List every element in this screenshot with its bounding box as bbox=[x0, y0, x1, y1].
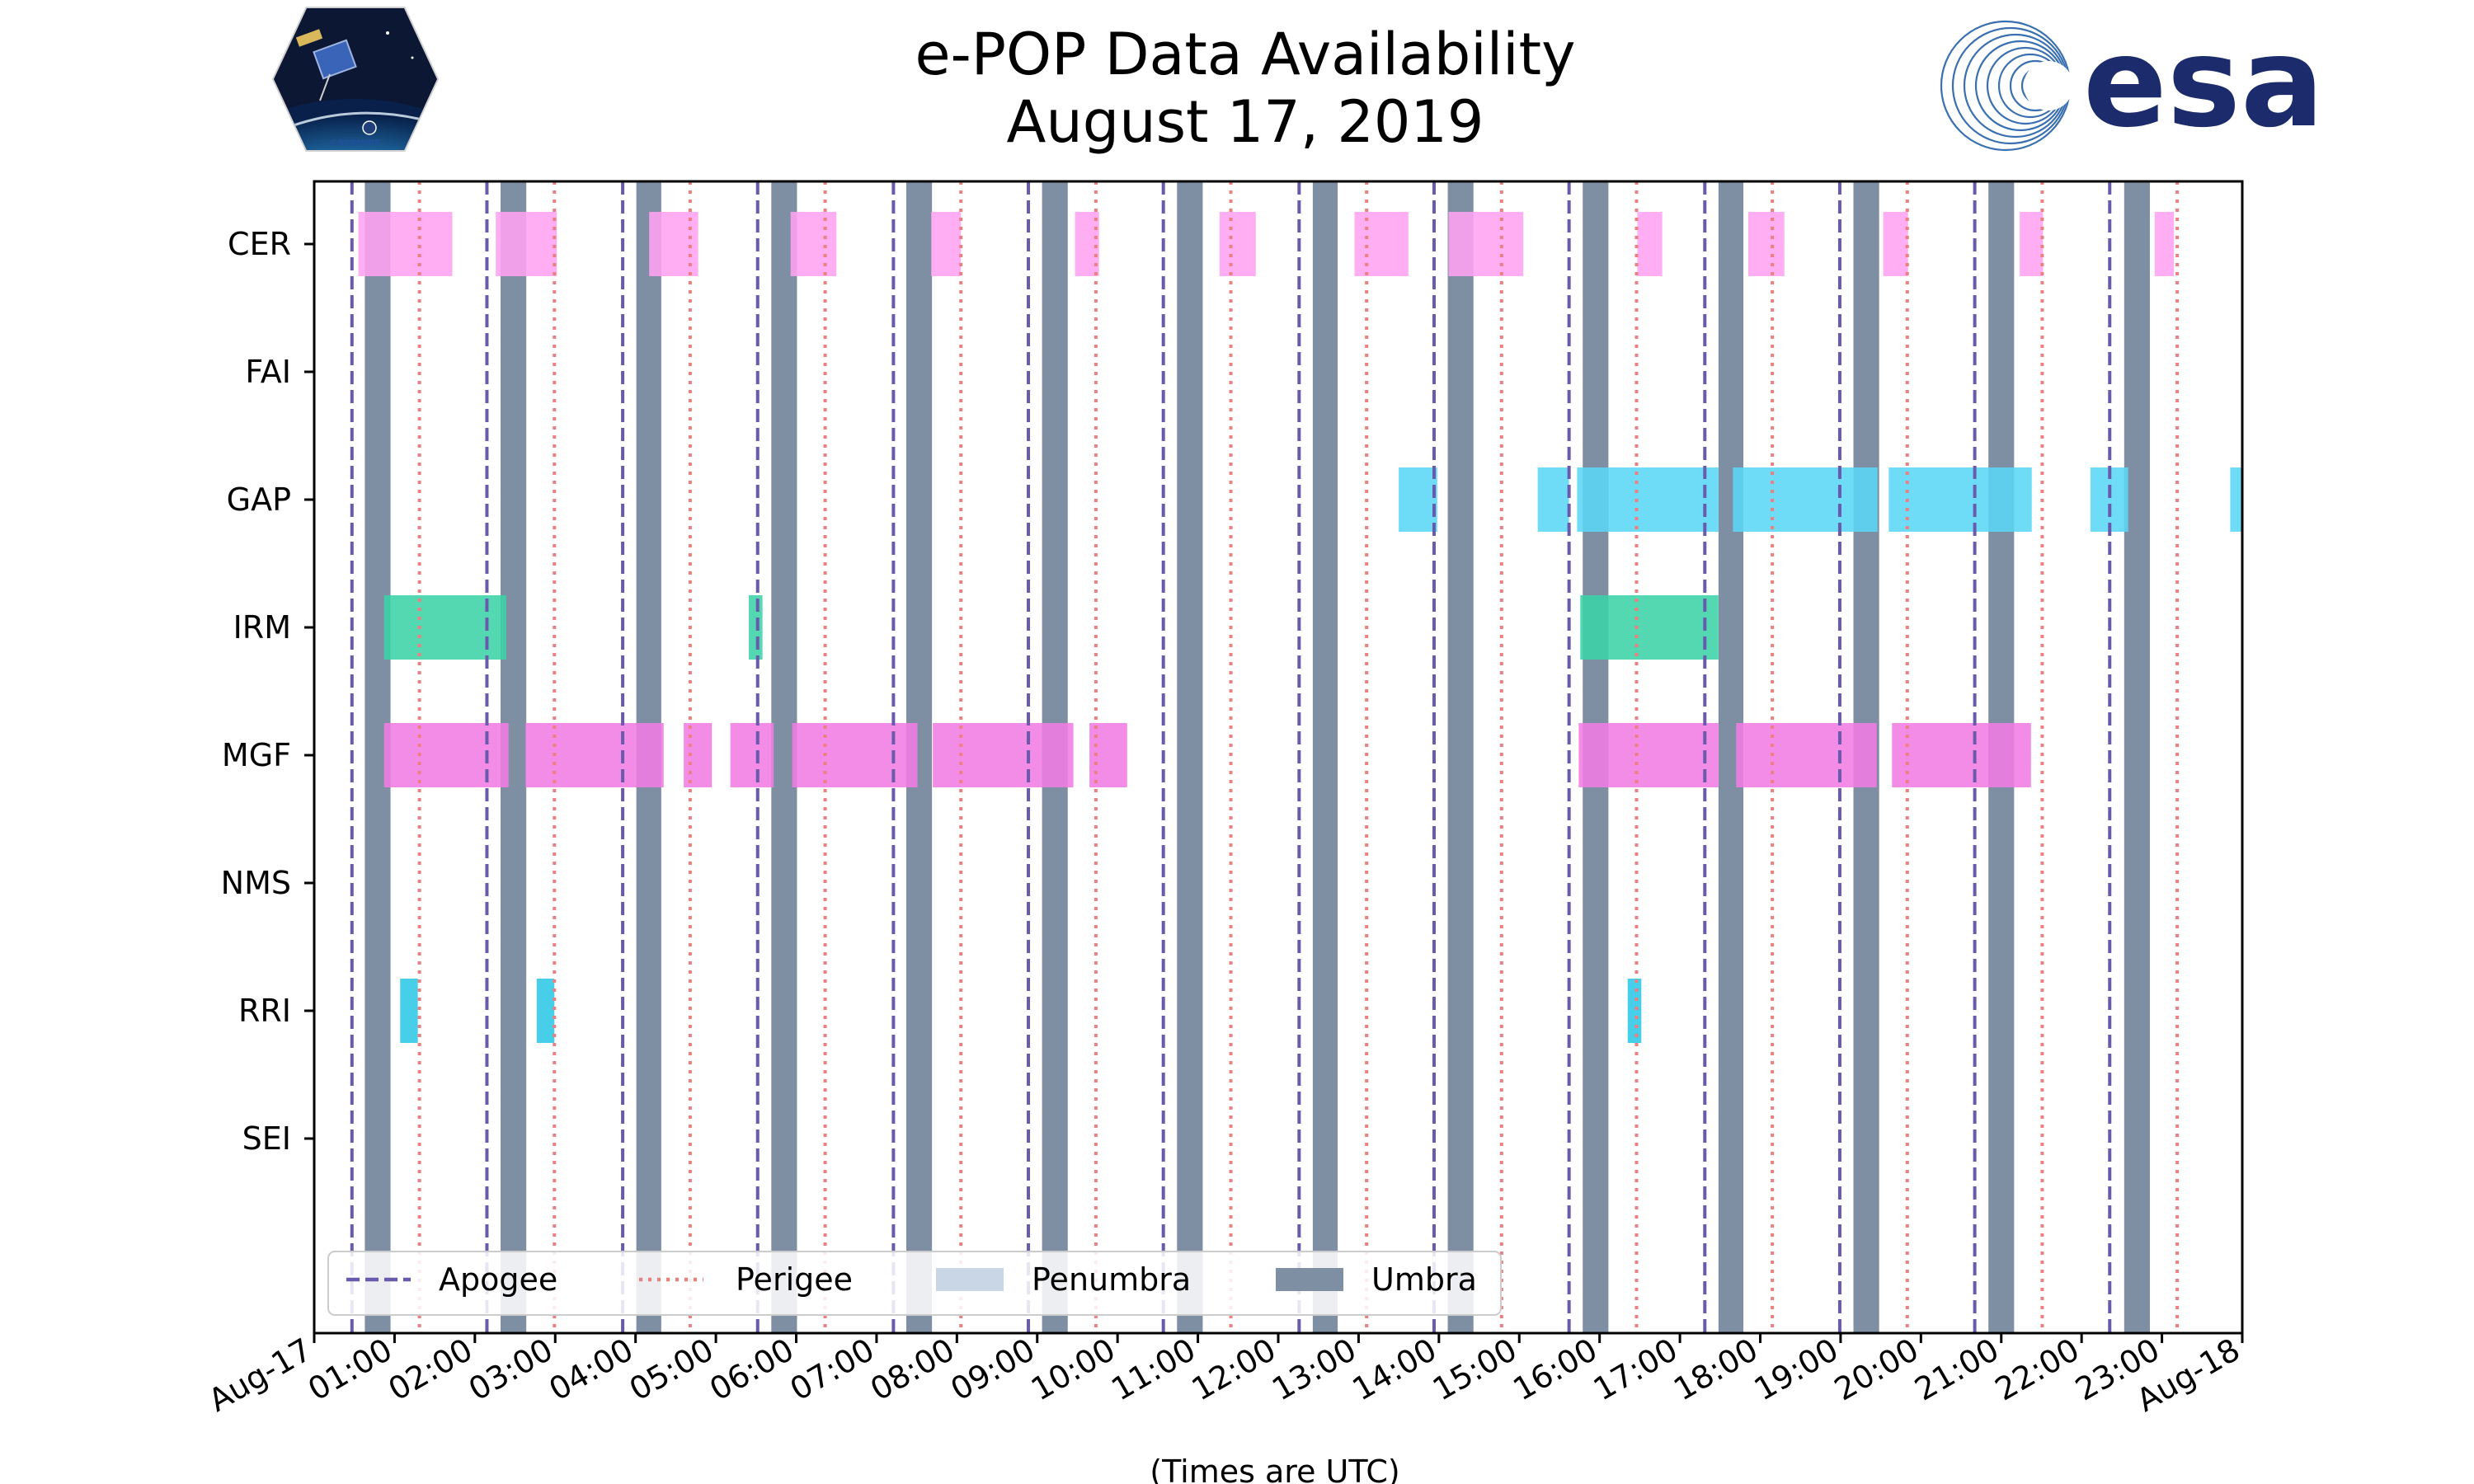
segment-cer bbox=[1637, 212, 1663, 276]
y-tick-label-rri: RRI bbox=[238, 993, 291, 1029]
segment-cer bbox=[790, 212, 837, 276]
segment-cer bbox=[358, 212, 453, 276]
umbra-band bbox=[1312, 181, 1338, 1333]
segment-mgf bbox=[730, 723, 774, 787]
segment-cer bbox=[1747, 212, 1785, 276]
segment-mgf bbox=[1892, 723, 2031, 787]
segment-mgf bbox=[383, 723, 509, 787]
esa-logo-text: esa bbox=[2083, 12, 2324, 155]
y-tick-label-sei: SEI bbox=[242, 1120, 291, 1157]
segment-gap bbox=[2230, 467, 2242, 532]
umbra-band bbox=[1177, 181, 1203, 1333]
y-tick-label-irm: IRM bbox=[233, 609, 291, 646]
legend: Apogee Perigee Penumbra Umbra bbox=[327, 1251, 1502, 1316]
legend-box bbox=[327, 1251, 1502, 1316]
umbra-band bbox=[1447, 181, 1474, 1333]
segment-cer bbox=[1219, 212, 1256, 276]
cassiope-logo-text: CASSIOPE bbox=[331, 138, 381, 148]
legend-penumbra-swatch bbox=[936, 1268, 1004, 1291]
umbra-band bbox=[2124, 181, 2150, 1333]
segment-cer bbox=[1354, 212, 1409, 276]
legend-umbra-swatch bbox=[1276, 1268, 1343, 1291]
y-tick-label-cer: CER bbox=[228, 226, 291, 262]
segment-cer bbox=[1448, 212, 1524, 276]
segment-mgf bbox=[1578, 723, 1719, 787]
segment-rri bbox=[400, 979, 418, 1043]
instrument-segments bbox=[358, 212, 2242, 1043]
segment-gap bbox=[1399, 467, 1437, 532]
y-tick-label-nms: NMS bbox=[221, 865, 291, 901]
segment-irm bbox=[749, 595, 763, 660]
esa-logo: esa bbox=[1940, 12, 2324, 155]
segment-cer bbox=[2020, 212, 2044, 276]
chart-title-line-2: August 17, 2019 bbox=[1007, 88, 1484, 156]
legend-apogee-label: Apogee bbox=[439, 1261, 557, 1298]
segment-cer bbox=[1883, 212, 1908, 276]
segment-rri bbox=[1627, 979, 1642, 1043]
segment-mgf bbox=[792, 723, 918, 787]
segment-cer bbox=[496, 212, 557, 276]
segment-mgf bbox=[933, 723, 1074, 787]
segment-irm bbox=[1580, 595, 1719, 660]
x-axis-label: (Times are UTC) bbox=[1150, 1453, 1399, 1484]
legend-umbra-label: Umbra bbox=[1371, 1261, 1477, 1298]
y-tick-label-mgf: MGF bbox=[222, 737, 291, 773]
legend-perigee-label: Perigee bbox=[736, 1261, 853, 1298]
segment-cer bbox=[1075, 212, 1099, 276]
legend-penumbra-label: Penumbra bbox=[1032, 1261, 1191, 1298]
chart-title-line-1: e-POP Data Availability bbox=[915, 21, 1575, 88]
segment-gap bbox=[1577, 467, 1719, 532]
segment-rri bbox=[536, 979, 555, 1043]
y-axis: CER FAI GAP IRM MGF NMS RRI SEI bbox=[221, 226, 314, 1157]
segment-gap bbox=[1733, 467, 1878, 532]
segment-cer bbox=[649, 212, 698, 276]
orbit-markers bbox=[350, 181, 2180, 1333]
segment-mgf bbox=[1736, 723, 1877, 787]
segment-mgf bbox=[684, 723, 713, 787]
segment-cer bbox=[2154, 212, 2175, 276]
segment-cer bbox=[931, 212, 962, 276]
segment-mgf bbox=[525, 723, 664, 787]
segment-gap bbox=[1888, 467, 2032, 532]
segment-gap bbox=[1537, 467, 1569, 532]
y-tick-label-gap: GAP bbox=[227, 481, 291, 518]
y-tick-label-fai: FAI bbox=[245, 354, 291, 390]
